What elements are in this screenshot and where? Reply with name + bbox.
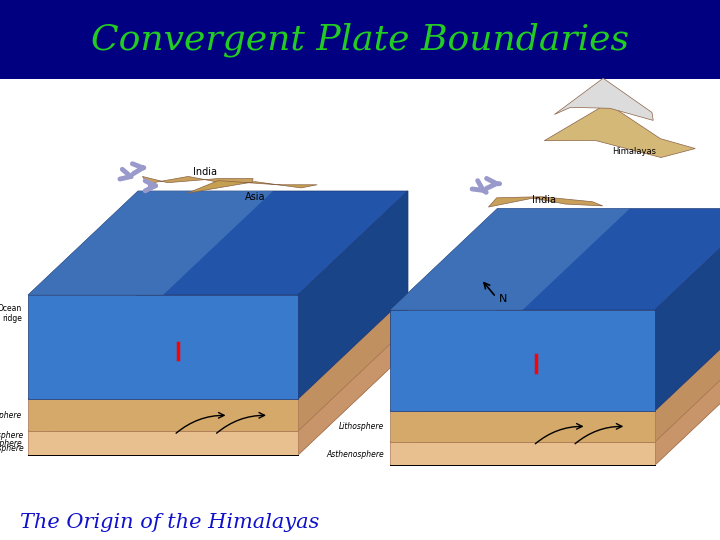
Text: Asthenosphere: Asthenosphere — [326, 450, 384, 458]
Text: Ocean
ridge: Ocean ridge — [0, 304, 22, 323]
Polygon shape — [28, 191, 273, 295]
Polygon shape — [298, 327, 408, 455]
Bar — [0, 79, 720, 540]
Polygon shape — [655, 208, 720, 411]
Text: The Origin of the Himalayas: The Origin of the Himalayas — [20, 512, 320, 531]
Polygon shape — [28, 351, 408, 455]
Polygon shape — [390, 208, 720, 310]
Polygon shape — [143, 177, 253, 184]
Polygon shape — [390, 411, 655, 442]
Polygon shape — [544, 104, 696, 158]
Polygon shape — [390, 208, 630, 310]
Text: Asia: Asia — [245, 192, 265, 202]
Text: Asthenosphere: Asthenosphere — [0, 444, 24, 453]
Polygon shape — [488, 197, 603, 207]
Polygon shape — [298, 295, 408, 431]
Text: Asthenosphere: Asthenosphere — [0, 440, 22, 448]
Polygon shape — [390, 442, 655, 465]
Text: Lithosphere: Lithosphere — [0, 431, 24, 440]
Polygon shape — [187, 180, 318, 193]
Text: Convergent Plate Boundaries: Convergent Plate Boundaries — [91, 22, 629, 57]
Polygon shape — [28, 191, 408, 295]
Polygon shape — [28, 399, 298, 431]
Text: India: India — [532, 195, 557, 205]
Bar — [0, 0, 720, 79]
Text: Lithosphere: Lithosphere — [338, 422, 384, 431]
Text: Himalayas: Himalayas — [612, 147, 656, 156]
Polygon shape — [28, 295, 298, 399]
Polygon shape — [655, 309, 720, 442]
Polygon shape — [390, 340, 720, 442]
Polygon shape — [298, 191, 408, 399]
Polygon shape — [390, 309, 720, 411]
Text: Lithosphere: Lithosphere — [0, 410, 22, 420]
Polygon shape — [28, 295, 408, 399]
Polygon shape — [554, 78, 653, 120]
Text: India: India — [193, 167, 217, 177]
Polygon shape — [28, 327, 408, 431]
Polygon shape — [390, 363, 720, 465]
Text: N: N — [499, 294, 508, 304]
Polygon shape — [390, 310, 655, 411]
Polygon shape — [655, 340, 720, 465]
Polygon shape — [28, 431, 298, 455]
